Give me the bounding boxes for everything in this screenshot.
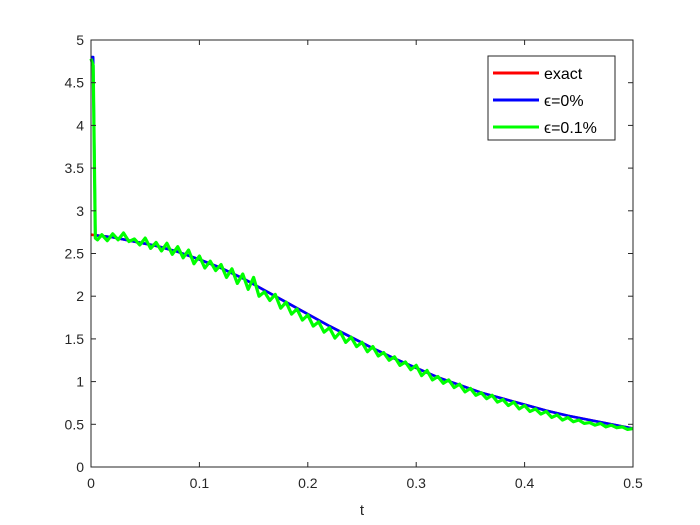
y-tick-label: 3 [76,203,84,219]
y-tick-label: 0 [76,459,84,475]
y-tick-label: 4 [76,117,84,133]
x-axis-label: t [360,502,365,519]
legend-label-2: ϵ=0% [544,93,584,110]
axes: 0 0.1 0.2 0.3 0.4 0.5 0 0.5 1 1.5 2 2.5 3 3.5 4 4.5 5 [65,32,643,491]
y-tick-label: 3.5 [65,160,85,176]
y-tick-label: 1 [76,374,84,390]
x-tick-label: 0.3 [406,475,426,491]
x-tick-label: 0.5 [623,475,643,491]
legend: exact ϵ=0% ϵ=0.1% [487,55,616,141]
series-line-3 [89,58,634,432]
legend-label-3: ϵ=0.1% [544,120,597,137]
y-tick-label: 2.5 [65,246,85,262]
x-tick-label: 0.4 [515,475,535,491]
y-tick-label: 2 [76,288,84,304]
y-tick-label: 0.5 [65,416,85,432]
x-tick-label: 0 [87,475,95,491]
x-tick-label: 0.2 [298,475,318,491]
series-group [89,55,634,432]
y-tick-label: 1.5 [65,331,85,347]
legend-label-1: exact [544,66,583,83]
y-tick-label: 4.5 [65,75,85,91]
y-tick-label: 5 [76,32,84,48]
x-tick-label: 0.1 [190,475,210,491]
